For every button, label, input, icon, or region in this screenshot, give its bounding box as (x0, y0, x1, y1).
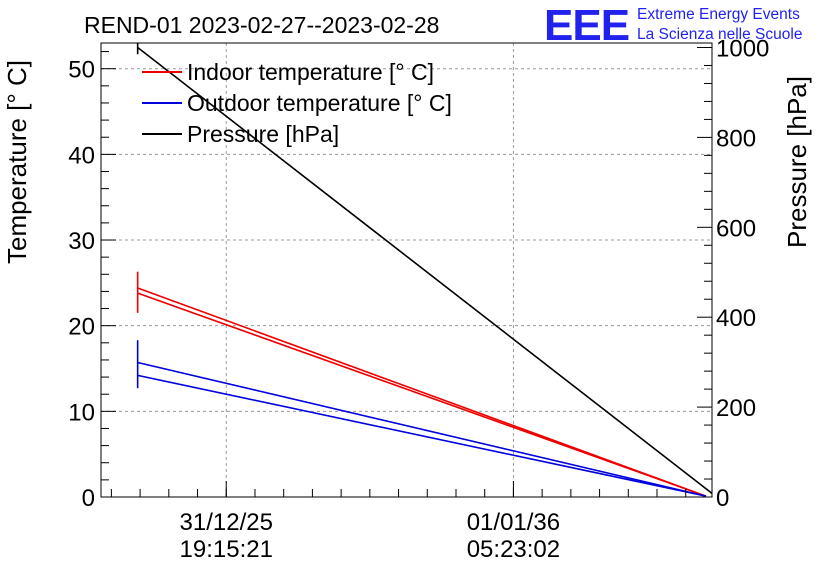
legend-label: Outdoor temperature [° C] (187, 90, 452, 116)
y-right-tick-label: 200 (716, 395, 756, 422)
legend-label: Indoor temperature [° C] (187, 59, 434, 85)
y-right-tick-label: 600 (716, 215, 756, 242)
y-axis-label-right: Pressure [hPa] (782, 76, 812, 248)
y-tick-label: 10 (68, 399, 95, 426)
y-tick-label: 0 (82, 485, 95, 512)
y-right-tick-label: 1000 (716, 35, 769, 62)
series-line-indoor-temperature-b (137, 292, 707, 497)
axes: 0 10 20 30 40 50 0 200 400 600 800 1000 31/12/2519:1… (68, 35, 769, 563)
x-tick-label-date: 01/01/36 (467, 509, 560, 536)
y-right-tick-label: 0 (716, 485, 729, 512)
y-tick-label: 50 (68, 57, 95, 84)
logo-line-1: Extreme Energy Events (637, 6, 800, 23)
series-line-pressure (137, 46, 713, 495)
y-right-tick-label: 400 (716, 305, 756, 332)
plot-frame (100, 42, 713, 498)
legend-label: Pressure [hPa] (187, 121, 339, 147)
series-line-outdoor-temperature-b (137, 374, 707, 497)
eee-logo-icon: EEE (544, 1, 629, 50)
series-layer (136, 43, 713, 497)
y-tick-label: 20 (68, 314, 95, 341)
x-tick-label-time: 19:15:21 (180, 536, 273, 563)
legend: Indoor temperature [° C] Outdoor temperat… (142, 59, 452, 147)
y-axis-label-left: Temperature [° C] (2, 60, 32, 264)
y-tick-label: 40 (68, 142, 95, 169)
series-line-indoor-temperature-a (137, 287, 707, 497)
y-right-tick-label: 800 (716, 125, 756, 152)
series-line-outdoor-temperature-a (137, 361, 707, 497)
x-tick-label-time: 05:23:02 (467, 536, 560, 563)
chart-title: REND-01 2023-02-27--2023-02-28 (84, 12, 439, 38)
x-tick-label-date: 31/12/25 (180, 509, 273, 536)
grid (101, 43, 712, 497)
y-tick-label: 30 (68, 228, 95, 255)
logo-line-2: La Scienza nelle Scuole (637, 26, 802, 43)
